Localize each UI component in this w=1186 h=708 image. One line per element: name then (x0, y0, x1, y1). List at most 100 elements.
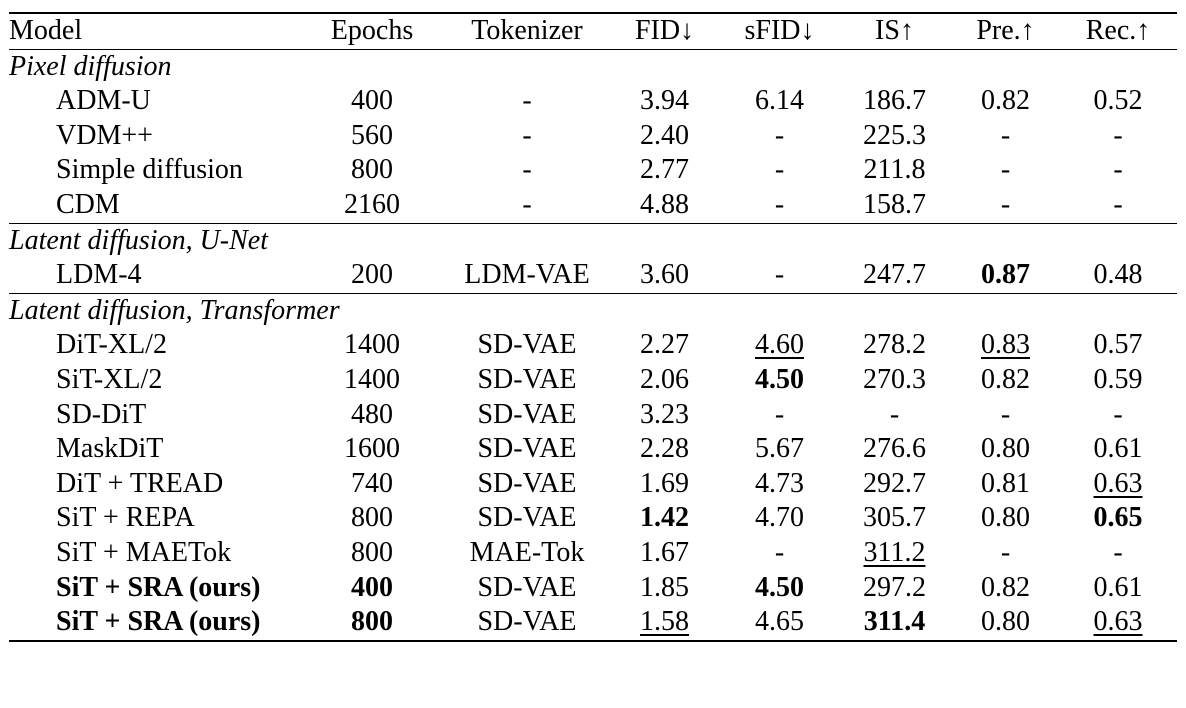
table-row: SiT-XL/2 1400 SD-VAE 2.06 4.50 270.3 0.82 0.59 (9, 363, 1177, 398)
cell-is: 186.7 (863, 85, 926, 117)
cell-tokenizer: SD-VAE (477, 571, 577, 603)
cell-rec: - (1113, 188, 1123, 220)
cell-pre: 0.80 (981, 433, 1030, 465)
cell-is: 270.3 (863, 363, 926, 395)
cell-pre: 0.80 (981, 502, 1030, 534)
cell-epochs: 800 (351, 154, 393, 186)
cell-epochs: 740 (351, 467, 393, 499)
cell-model: DiT-XL/2 (56, 329, 167, 361)
cell-is: 297.2 (863, 571, 926, 603)
cell-fid: 1.58 (640, 606, 689, 638)
cell-pre: - (1000, 154, 1011, 186)
cell-epochs: 1400 (344, 329, 400, 361)
cell-fid: 2.28 (640, 433, 689, 465)
cell-pre: - (1000, 188, 1011, 220)
cell-is: 247.7 (863, 259, 926, 291)
cell-sfid: 4.60 (755, 329, 804, 361)
cell-rec: 0.52 (1093, 85, 1143, 117)
cell-tokenizer: MAE-Tok (469, 536, 585, 568)
table-row: Simple diffusion 800 - 2.77 - 211.8 - - (9, 153, 1177, 188)
cell-tokenizer: - (522, 188, 532, 220)
cell-tokenizer: SD-VAE (477, 433, 577, 465)
column-header-fid: FID↓ (634, 15, 695, 46)
cell-fid: 1.69 (640, 467, 689, 499)
cell-pre: 0.83 (981, 329, 1030, 361)
cell-epochs: 400 (351, 85, 393, 117)
cell-fid: 2.27 (640, 329, 689, 361)
table-row: SiT + SRA (ours) 400 SD-VAE 1.85 4.50 297.2 0.… (9, 571, 1177, 606)
cell-model: SiT + SRA (ours) (56, 571, 261, 603)
cell-fid: 1.67 (640, 536, 689, 568)
cell-sfid: 4.70 (755, 502, 804, 534)
header-row: Model Epochs Tokenizer FID↓ sFID↓ IS↑ Pre.↑ Rec… (9, 13, 1177, 50)
cell-fid: 1.85 (640, 571, 689, 603)
cell-fid: 2.40 (640, 119, 689, 151)
cell-is: - (889, 398, 900, 430)
cell-sfid: 4.50 (755, 363, 804, 395)
cell-pre: - (1000, 119, 1011, 151)
cell-pre: 0.82 (981, 363, 1030, 395)
cell-epochs: 800 (351, 502, 393, 534)
cell-tokenizer: SD-VAE (477, 363, 577, 395)
cell-tokenizer: - (522, 119, 532, 151)
cell-pre: - (1000, 536, 1011, 568)
cell-rec: - (1113, 119, 1123, 151)
cell-model: SiT + REPA (56, 502, 195, 534)
cell-pre: 0.82 (981, 571, 1030, 603)
column-header-rec: Rec.↑ (1085, 15, 1151, 46)
cell-rec: 0.63 (1093, 467, 1143, 499)
cell-fid: 2.06 (640, 363, 689, 395)
cell-is: 311.4 (863, 606, 926, 638)
cell-rec: 0.57 (1093, 329, 1143, 361)
cell-tokenizer: SD-VAE (477, 502, 577, 534)
column-header-epochs: Epochs (330, 15, 414, 46)
cell-rec: 0.48 (1093, 259, 1143, 291)
cell-tokenizer: SD-VAE (477, 398, 577, 430)
column-header-model: Model (9, 15, 83, 46)
cell-sfid: - (774, 398, 785, 430)
cell-rec: 0.63 (1093, 606, 1143, 638)
cell-fid: 3.60 (640, 259, 689, 291)
cell-is: 292.7 (863, 467, 926, 499)
section-title: Latent diffusion, U-Net (9, 224, 268, 256)
cell-model: CDM (56, 188, 120, 220)
section-row: Latent diffusion, Transformer (9, 293, 1177, 328)
cell-model: SD-DiT (56, 398, 147, 430)
cell-sfid: - (774, 154, 785, 186)
table-row: DiT-XL/2 1400 SD-VAE 2.27 4.60 278.2 0.83 0.57 (9, 328, 1177, 363)
cell-epochs: 1600 (344, 433, 400, 465)
section-title: Pixel diffusion (9, 50, 172, 82)
cell-sfid: 4.73 (755, 467, 804, 499)
cell-rec: 0.61 (1093, 571, 1143, 603)
cell-sfid: - (774, 119, 785, 151)
cell-fid: 2.77 (640, 154, 689, 186)
cell-fid: 3.23 (640, 398, 689, 430)
cell-sfid: 6.14 (755, 85, 804, 117)
cell-rec: 0.61 (1093, 433, 1143, 465)
cell-pre: 0.80 (981, 606, 1030, 638)
cell-sfid: 4.50 (755, 571, 804, 603)
cell-epochs: 2160 (344, 188, 400, 220)
table-row: SiT + REPA 800 SD-VAE 1.42 4.70 305.7 0.80 0.65 (9, 501, 1177, 536)
cell-model: SiT-XL/2 (56, 363, 163, 395)
cell-pre: 0.82 (981, 85, 1030, 117)
cell-rec: 0.59 (1093, 363, 1143, 395)
cell-model: MaskDiT (56, 433, 164, 465)
column-header-pre: Pre.↑ (976, 15, 1035, 46)
cell-tokenizer: - (522, 85, 532, 117)
cell-is: 225.3 (863, 119, 926, 151)
table-row: SD-DiT 480 SD-VAE 3.23 - - - - (9, 398, 1177, 433)
cell-epochs: 1400 (344, 363, 400, 395)
cell-rec: - (1113, 536, 1123, 568)
table-row: VDM++ 560 - 2.40 - 225.3 - - (9, 119, 1177, 154)
cell-rec: - (1113, 154, 1123, 186)
table-row: ADM-U 400 - 3.94 6.14 186.7 0.82 0.52 (9, 84, 1177, 119)
table-row: MaskDiT 1600 SD-VAE 2.28 5.67 276.6 0.80 0.61 (9, 432, 1177, 467)
cell-epochs: 560 (351, 119, 393, 151)
cell-model: SiT + SRA (ours) (56, 606, 261, 638)
cell-model: ADM-U (56, 85, 151, 117)
cell-sfid: - (774, 188, 785, 220)
cell-epochs: 200 (351, 259, 393, 291)
cell-model: DiT + TREAD (56, 467, 224, 499)
cell-is: 311.2 (863, 536, 926, 568)
